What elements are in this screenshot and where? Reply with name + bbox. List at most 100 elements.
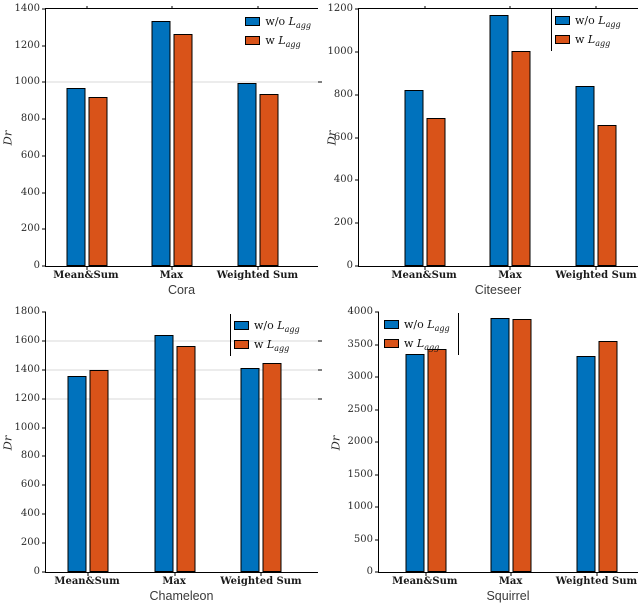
bar-w-lagg-1 [426, 118, 446, 266]
x-tick-label: Mean&Sum [392, 576, 458, 587]
right-tick-mark [318, 81, 322, 83]
bar-group-weighted-sum [575, 9, 617, 266]
y-tick-label: 800 [20, 450, 40, 462]
x-tick-labels: Mean&Sum Max Weighted Sum [358, 270, 638, 284]
y-tick-label: 400 [333, 174, 353, 186]
y-tick-label: 2000 [347, 436, 373, 447]
bar-group-weighted-sum [240, 312, 282, 572]
y-tick-label: 1200 [327, 3, 353, 14]
y-tick-label: 500 [353, 533, 373, 545]
legend-item: w Lagg [245, 31, 311, 50]
y-tick-label: 1400 [14, 363, 40, 375]
bar-wo-lagg-3 [237, 83, 257, 266]
y-tick-mark [42, 427, 46, 429]
chart-cell-citeseer: Dr 0 200 400 600 800 1000 1200 w/o Lagg w Lagg M… [320, 0, 640, 302]
x-tick-mark-top [171, 6, 173, 9]
y-tick-mark [355, 94, 359, 96]
legend-label: w/o Lagg [575, 14, 621, 30]
x-tick-label: Max [162, 576, 186, 587]
bar-group-mean-sum [66, 9, 108, 266]
legend-label: w Lagg [265, 34, 301, 50]
plot-area: 0 200 400 600 800 1000 1200 1400 w/o Lagg w Lagg [15, 4, 322, 271]
x-tick-label: Weighted Sum [220, 576, 302, 587]
legend-item: w/o Lagg [384, 315, 455, 334]
legend-label: w/o Lagg [404, 318, 450, 334]
bar-w-lagg-1 [88, 97, 108, 266]
y-tick-mark [42, 513, 46, 515]
legend: w/o Lagg w Lagg [381, 313, 459, 355]
legend-swatch-icon [234, 340, 249, 349]
y-tick-mark [42, 542, 46, 544]
y-tick-mark [42, 369, 46, 371]
y-tick-label: 3000 [347, 371, 373, 382]
y-tick-mark [375, 441, 379, 443]
x-tick-labels: Mean&Sum Max Weighted Sum [45, 576, 318, 590]
y-tick-label: 2500 [347, 403, 373, 415]
y-tick-label: 1000 [14, 421, 40, 433]
y-tick-label: 800 [20, 113, 40, 125]
chart-title: Squirrel [486, 589, 530, 603]
y-tick-label: 1800 [14, 306, 40, 317]
bar-w-lagg-1 [427, 349, 447, 572]
y-tick-label: 200 [20, 537, 40, 549]
bar-wo-lagg-2 [489, 15, 509, 266]
x-tick-mark-top [257, 6, 259, 9]
y-tick-mark [355, 137, 359, 138]
legend-swatch-icon [234, 321, 249, 330]
bar-group-mean-sum [67, 312, 109, 572]
bar-w-lagg-2 [176, 345, 196, 572]
x-tick-mark [260, 572, 262, 576]
y-tick-mark [42, 455, 46, 457]
x-tick-mark [171, 266, 173, 270]
y-tick-label: 1600 [14, 334, 40, 346]
bar-wo-lagg-1 [405, 354, 425, 572]
y-tick-label: 400 [20, 508, 40, 520]
bar-group-max [151, 9, 193, 266]
bar-wo-lagg-3 [576, 355, 596, 572]
bar-w-lagg-3 [259, 94, 279, 266]
chart-title: Citeseer [474, 283, 522, 297]
y-tick-mark [355, 222, 359, 224]
y-tick-label: 600 [333, 131, 353, 143]
bar-wo-lagg-2 [490, 317, 510, 572]
legend-label: w/o Lagg [265, 15, 311, 31]
bar-group-mean-sum [405, 312, 447, 572]
y-tick-label: 0 [366, 566, 373, 577]
y-tick-label: 0 [346, 260, 353, 271]
y-tick-mark [375, 344, 379, 345]
chart-cell-chameleon: Dr 0 200 400 600 800 1000 1200 1400 1600 1800 w/o … [0, 302, 322, 609]
y-tick-mark [355, 265, 359, 267]
bar-w-lagg-3 [598, 341, 618, 572]
y-tick-label: 400 [20, 186, 40, 198]
x-tick-label: Weighted Sum [555, 270, 637, 281]
bar-w-lagg-1 [89, 369, 109, 572]
legend-swatch-icon [245, 17, 261, 26]
legend-item: w/o Lagg [234, 316, 300, 335]
bar-w-lagg-2 [511, 50, 531, 266]
legend: w/o Lagg w Lagg [242, 10, 314, 52]
x-tick-labels: Mean&Sum Max Weighted Sum [45, 270, 318, 284]
x-tick-labels: Mean&Sum Max Weighted Sum [378, 576, 638, 590]
legend-swatch-icon [555, 35, 570, 44]
bar-group-max [489, 9, 531, 266]
y-tick-mark [42, 228, 46, 230]
legend-item: w Lagg [234, 335, 300, 354]
y-axis-label: Dr [328, 435, 343, 450]
y-tick-mark [375, 474, 379, 475]
bar-group-mean-sum [404, 9, 446, 266]
x-tick-mark [595, 266, 597, 270]
x-tick-mark-top [86, 6, 88, 9]
bar-group-weighted-sum [237, 9, 279, 266]
y-tick-mark [375, 376, 379, 378]
y-tick-label: 0 [33, 260, 40, 271]
x-tick-mark [510, 572, 512, 576]
chart-cell-cora: Dr 0 200 400 600 800 1000 1200 1400 w/o Lagg w La… [0, 0, 322, 302]
x-tick-mark [424, 266, 426, 270]
bar-wo-lagg-1 [66, 87, 86, 266]
y-tick-label: 1000 [327, 45, 353, 57]
x-tick-mark [596, 572, 598, 576]
y-tick-mark [42, 484, 46, 486]
y-tick-mark [375, 506, 379, 508]
x-tick-label: Weighted Sum [216, 270, 299, 281]
